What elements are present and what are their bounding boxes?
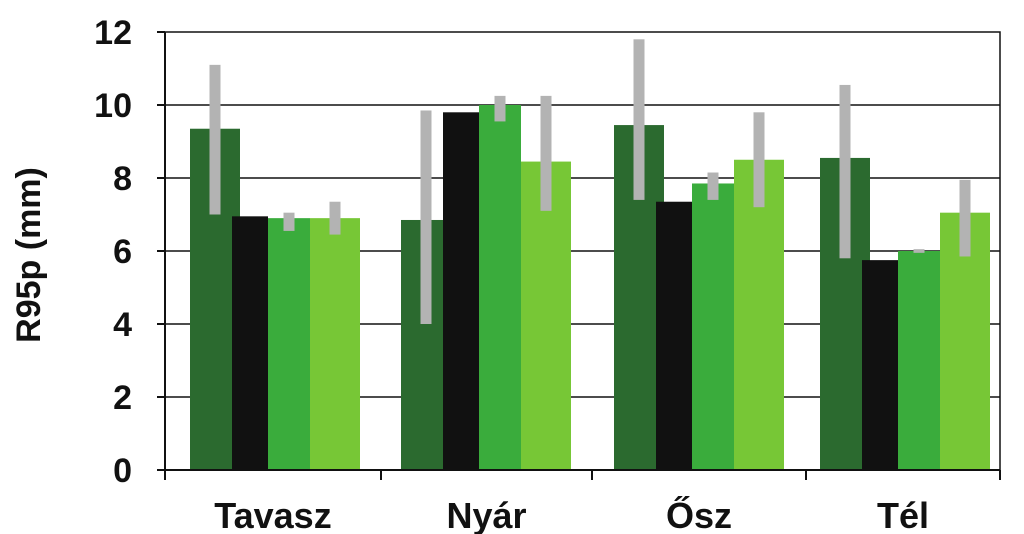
- y-tick-label: 2: [113, 379, 132, 417]
- bar-nyár-series-4: [521, 161, 571, 470]
- bar-nyár-series-3: [479, 105, 521, 470]
- axes-group: [157, 31, 1001, 480]
- x-category-label: Tél: [877, 495, 929, 534]
- y-tick-label: 0: [113, 452, 132, 490]
- x-category-labels: Tavasz Nyár Ősz Tél: [214, 494, 929, 534]
- range-bars-group: [209, 39, 971, 324]
- range-bar: [913, 249, 925, 253]
- bar-tavasz-series-2: [232, 216, 268, 470]
- y-tick-label: 4: [113, 306, 132, 344]
- range-bar: [540, 95, 552, 211]
- y-tick-label: 12: [94, 14, 132, 52]
- bar-ősz-series-3: [692, 183, 734, 470]
- range-bar: [707, 172, 719, 200]
- range-bar: [283, 212, 295, 231]
- y-tick-labels: 0 2 4 6 8 10 12: [94, 14, 132, 490]
- range-bar: [633, 39, 645, 200]
- y-axis-title: R95p (mm): [10, 167, 48, 343]
- bar-nyár-series-2: [443, 112, 479, 471]
- bar-tavasz-series-3: [268, 218, 310, 470]
- bar-ősz-series-4: [734, 159, 784, 470]
- bar-tavasz-series-4: [310, 218, 360, 470]
- range-bar: [494, 95, 506, 122]
- y-tick-label: 8: [113, 160, 132, 198]
- y-tick-label: 6: [113, 233, 132, 271]
- x-category-label: Tavasz: [214, 495, 331, 534]
- x-category-label: Nyár: [446, 495, 526, 534]
- range-bar: [420, 110, 432, 324]
- bars-group: [190, 105, 990, 471]
- bar-tél-series-2: [862, 260, 898, 470]
- bar-ősz-series-2: [656, 201, 692, 470]
- range-bar: [839, 84, 851, 259]
- x-category-label: Ősz: [666, 494, 732, 534]
- range-bar: [329, 201, 341, 235]
- bar-tél-series-3: [898, 251, 940, 470]
- range-bar: [959, 179, 971, 257]
- y-tick-label: 10: [94, 87, 132, 125]
- range-bar: [209, 64, 221, 215]
- range-bar: [753, 112, 765, 208]
